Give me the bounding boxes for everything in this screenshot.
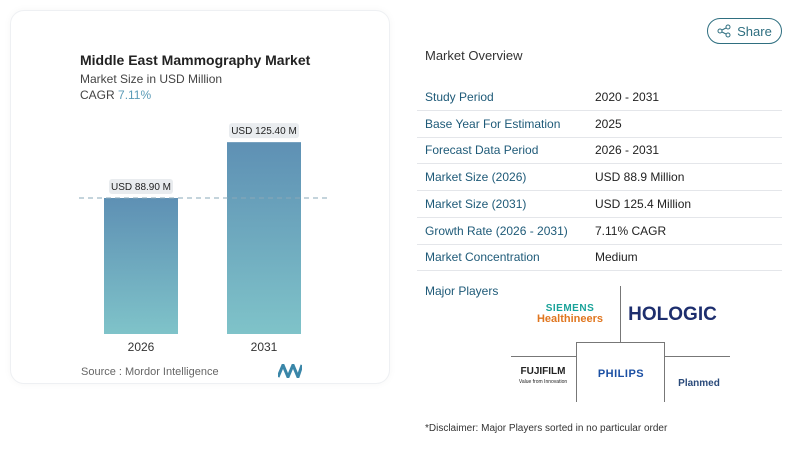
source-text: Source : Mordor Intelligence — [81, 366, 219, 378]
row-key: Market Size (2031) — [425, 196, 527, 211]
data-label: USD 125.40 M — [231, 126, 297, 137]
data-label: USD 88.90 M — [111, 182, 171, 193]
logo-hologic: HOLOGIC — [628, 304, 717, 325]
data-label-bg — [229, 123, 299, 139]
cagr-label: CAGR — [80, 88, 115, 102]
divider — [511, 356, 577, 357]
row-value: 2026 - 2031 — [595, 143, 660, 158]
chart-card — [10, 10, 390, 384]
row-value: USD 88.9 Million — [595, 170, 685, 185]
major-players-label: Major Players — [425, 284, 499, 298]
disclaimer: *Disclaimer: Major Players sorted in no … — [425, 423, 668, 434]
logo-philips: PHILIPS — [597, 368, 645, 380]
bar-chart: USD 88.90 M 2026 USD 125.40 M 2031 — [79, 123, 330, 354]
bar-2031 — [227, 142, 301, 334]
row-value: Medium — [595, 250, 638, 265]
logo-siemens-healthineers: SIEMENS Healthineers — [536, 303, 604, 325]
overview-row: Market Concentration Medium — [417, 244, 782, 272]
x-tick-label: 2031 — [251, 340, 278, 354]
cagr-value: 7.11% — [118, 88, 152, 102]
row-key: Market Size (2026) — [425, 170, 527, 185]
mordor-logo-icon — [278, 364, 302, 378]
share-label: Share — [737, 23, 772, 39]
logo-fujifilm: FUJIFILM Value from Innovation — [518, 366, 568, 386]
divider — [620, 286, 621, 343]
chart-subtitle: Market Size in USD Million — [80, 72, 223, 86]
overview-title: Market Overview — [425, 48, 523, 63]
row-value: 2025 — [595, 116, 622, 131]
bar-2026 — [104, 198, 178, 334]
overview-row: Market Size (2026) USD 88.9 Million — [417, 164, 782, 192]
overview-row: Base Year For Estimation 2025 — [417, 111, 782, 138]
share-icon — [717, 24, 731, 38]
overview-row: Market Size (2031) USD 125.4 Million — [417, 191, 782, 218]
chart-title: Middle East Mammography Market — [80, 52, 311, 68]
row-value: USD 125.4 Million — [595, 196, 692, 211]
row-key: Growth Rate (2026 - 2031) — [425, 223, 568, 238]
philips-box — [576, 342, 665, 402]
divider — [664, 356, 730, 357]
overview-row: Forecast Data Period 2026 - 2031 — [417, 137, 782, 165]
data-label-bg — [109, 179, 173, 194]
overview-row: Study Period 2020 - 2031 — [417, 84, 782, 111]
row-key: Forecast Data Period — [425, 143, 539, 158]
row-key: Base Year For Estimation — [425, 116, 561, 131]
cagr-text: CAGR 7.11% — [80, 88, 151, 102]
share-button[interactable]: Share — [707, 18, 782, 44]
row-value: 7.11% CAGR — [595, 223, 667, 238]
row-value: 2020 - 2031 — [595, 90, 660, 104]
logo-planmed: Planmed — [678, 377, 720, 389]
x-tick-label: 2026 — [128, 340, 155, 354]
overview-row: Growth Rate (2026 - 2031) 7.11% CAGR — [417, 218, 782, 245]
row-key: Market Concentration — [425, 250, 540, 265]
row-key: Study Period — [425, 90, 494, 104]
